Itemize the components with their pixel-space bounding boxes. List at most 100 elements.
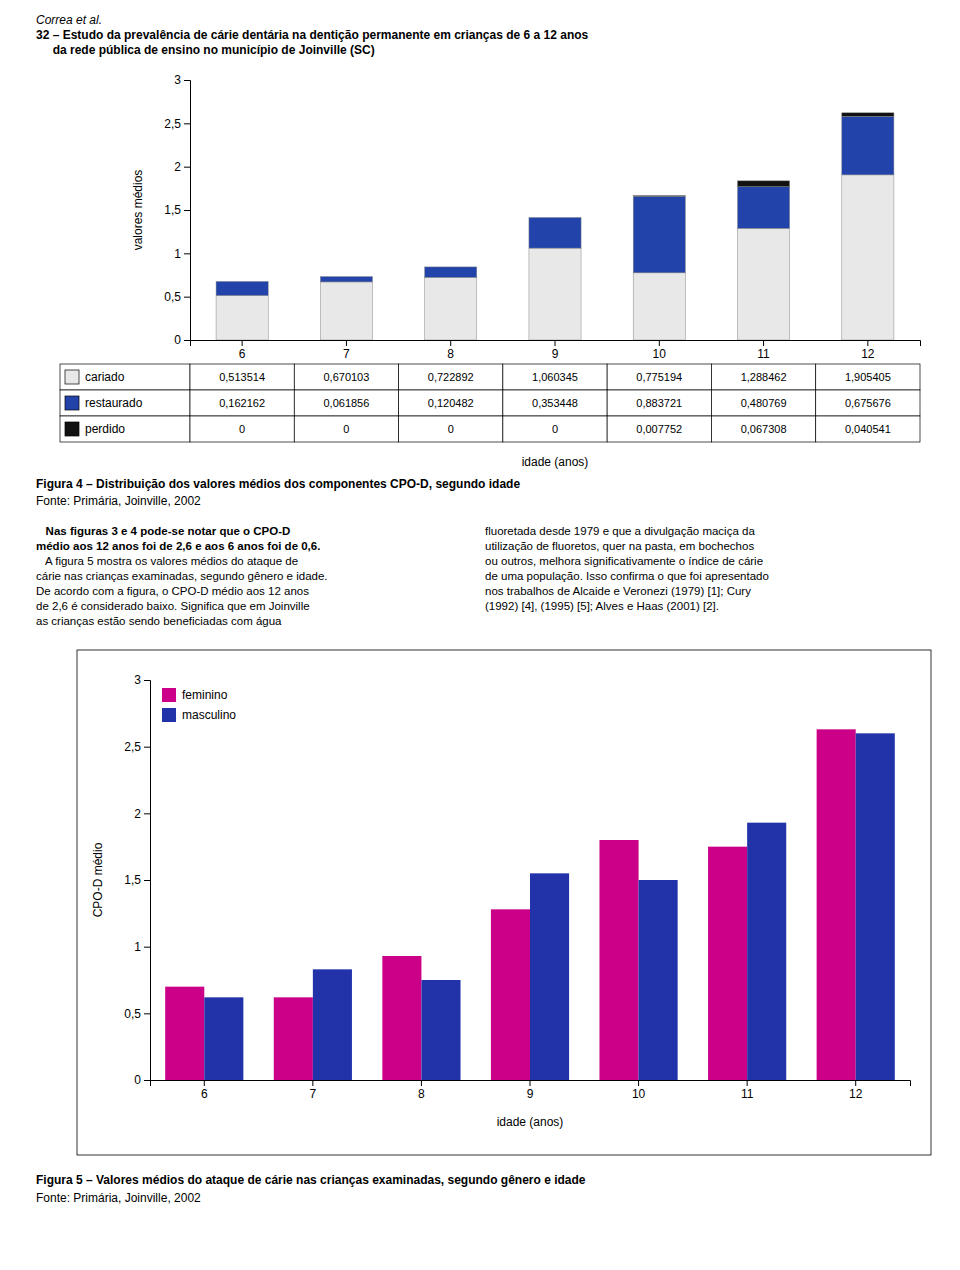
tick-mark — [204, 1080, 205, 1086]
bar — [708, 847, 747, 1080]
body-line: Nas figuras 3 e 4 pode-se notar que o CP… — [36, 525, 290, 537]
tick-label: 2,5 — [164, 117, 181, 131]
table-value: 0,775194 — [636, 371, 682, 383]
bar — [529, 217, 581, 248]
bar — [216, 281, 268, 282]
legend: feminino masculino — [162, 688, 236, 722]
tick-mark — [144, 813, 150, 814]
tick-mark — [346, 340, 347, 346]
table-value: 0 — [239, 423, 245, 435]
table-cell — [607, 416, 711, 442]
tick-mark — [144, 1080, 150, 1081]
tick: 1,5 — [164, 203, 190, 217]
tick: 2 — [134, 807, 150, 821]
table-cell — [607, 364, 711, 390]
tick-label: 3 — [134, 673, 141, 687]
tick: 7 — [343, 340, 350, 361]
tick-label: 8 — [447, 347, 454, 361]
body-line: ou outros, melhora significativamente o … — [485, 555, 763, 567]
chart: 00,511,522,536789101112valores médiosida… — [36, 73, 921, 508]
tick: 10 — [653, 340, 667, 361]
table-cell — [711, 416, 815, 442]
tick-label: 0 — [174, 333, 181, 347]
tick-label: 6 — [239, 347, 246, 361]
body-line: De acordo com a figura, o CPO-D médio ao… — [36, 585, 309, 597]
tick: 6 — [201, 1080, 208, 1101]
bar — [633, 273, 685, 340]
tick-label: 1 — [174, 247, 181, 261]
legend-label: feminino — [182, 688, 228, 702]
tick: 1 — [174, 247, 190, 261]
tick-mark — [659, 340, 660, 346]
tick-label: 2 — [134, 807, 141, 821]
axis-line — [184, 81, 191, 341]
bar — [738, 228, 790, 340]
header-line: Correa et al. — [36, 13, 102, 27]
legend-label: cariado — [85, 370, 125, 384]
table-value: 1,288462 — [741, 371, 787, 383]
bar — [216, 281, 268, 295]
tick: 2 — [174, 160, 190, 174]
table-cell — [816, 416, 920, 442]
y-axis: 00,511,522,53 — [124, 673, 150, 1087]
x-axis: 6789101112 — [191, 340, 921, 361]
bar — [165, 987, 204, 1080]
header-line: 32 – Estudo da prevalência de cárie dent… — [36, 28, 589, 42]
table-value: 0 — [343, 423, 349, 435]
y-axis: 00,511,522,53 — [164, 73, 190, 347]
table-cell — [503, 416, 607, 442]
tick-label: 10 — [632, 1087, 646, 1101]
tick-label: 7 — [310, 1087, 317, 1101]
table-cell — [711, 390, 815, 416]
table-value: 0,120482 — [428, 397, 474, 409]
table-cell — [399, 364, 503, 390]
legend-swatch — [162, 708, 176, 722]
plot-area — [165, 729, 895, 1080]
body-line: utilização de fluoretos, quer na pasta, … — [485, 540, 754, 552]
table-value: 0,162162 — [219, 397, 265, 409]
tick-label: 6 — [201, 1087, 208, 1101]
bar — [639, 880, 678, 1080]
table-cell — [294, 364, 398, 390]
x-axis-title: idade (anos) — [497, 1115, 564, 1129]
tick-label: 10 — [653, 347, 667, 361]
tick-label: 8 — [418, 1087, 425, 1101]
tick: 0 — [174, 333, 190, 347]
table-cell — [294, 416, 398, 442]
tick-label: 9 — [552, 347, 559, 361]
legend-swatch — [162, 688, 176, 702]
body-line: (1992) [4], (1995) [5]; Alves e Haas (20… — [485, 600, 719, 612]
table-value: 0,883721 — [636, 397, 682, 409]
tick-mark — [555, 340, 556, 346]
tick-mark — [144, 947, 150, 948]
table-cell — [190, 364, 294, 390]
legend-label: masculino — [182, 708, 236, 722]
axis-line — [144, 681, 151, 1081]
data-table: cariado0,5135140,6701030,7228921,0603450… — [60, 364, 920, 442]
header: Correa et al.32 – Estudo da prevalência … — [36, 13, 589, 57]
tick-label: 1,5 — [164, 203, 181, 217]
body-line: nos trabalhos de Alcaide e Veronezi (197… — [485, 585, 751, 597]
tick: 3 — [134, 673, 150, 687]
tick: 0,5 — [124, 1007, 150, 1021]
tick-mark — [530, 1080, 531, 1086]
tick: 11 — [741, 1080, 754, 1101]
bar — [313, 969, 352, 1080]
body-line: de 2,6 é considerado baixo. Significa qu… — [36, 600, 310, 612]
tick-mark — [242, 340, 243, 346]
table-cell — [190, 416, 294, 442]
legend-swatch — [65, 370, 79, 384]
tick: 12 — [861, 340, 875, 361]
tick: 8 — [418, 1080, 425, 1101]
page: Correa et al.32 – Estudo da prevalência … — [0, 0, 960, 1270]
table-value: 0 — [552, 423, 558, 435]
table-cell — [503, 390, 607, 416]
tick: 6 — [239, 340, 246, 361]
table-value: 1,905405 — [845, 371, 891, 383]
bar — [842, 175, 894, 340]
tick-mark — [450, 340, 451, 346]
table-value: 0,007752 — [636, 423, 682, 435]
subtitle: Fonte: Primária, Joinville, 2002 — [36, 1191, 201, 1205]
tick-mark — [144, 1013, 150, 1014]
axis-line — [191, 341, 921, 347]
